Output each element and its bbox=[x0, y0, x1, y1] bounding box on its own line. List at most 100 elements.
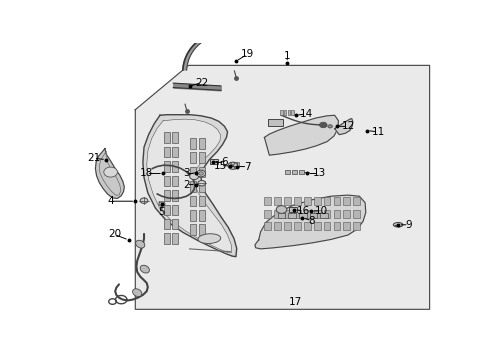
Bar bbox=[233, 162, 235, 167]
Bar bbox=[304, 210, 311, 218]
Text: 5: 5 bbox=[159, 207, 165, 217]
Bar bbox=[164, 176, 170, 186]
Bar bbox=[288, 110, 290, 115]
Bar bbox=[199, 152, 205, 163]
Polygon shape bbox=[335, 118, 353, 135]
Ellipse shape bbox=[393, 222, 403, 227]
Bar bbox=[210, 159, 218, 164]
Bar bbox=[294, 210, 301, 218]
Bar bbox=[265, 222, 271, 230]
Bar bbox=[288, 213, 296, 218]
Bar bbox=[353, 222, 360, 230]
Text: 2: 2 bbox=[183, 180, 190, 190]
Text: 19: 19 bbox=[241, 49, 254, 59]
Circle shape bbox=[199, 172, 203, 175]
Bar bbox=[199, 195, 205, 206]
Bar bbox=[172, 132, 178, 143]
Circle shape bbox=[196, 170, 206, 177]
Bar bbox=[304, 222, 311, 230]
Text: 18: 18 bbox=[140, 168, 153, 179]
Bar bbox=[172, 147, 178, 157]
Bar bbox=[343, 222, 350, 230]
Bar bbox=[199, 225, 205, 235]
Bar bbox=[164, 147, 170, 157]
Bar bbox=[172, 219, 178, 229]
Text: 16: 16 bbox=[297, 206, 310, 216]
Bar bbox=[172, 190, 178, 201]
Text: 20: 20 bbox=[108, 229, 121, 239]
Bar bbox=[235, 162, 237, 167]
Bar bbox=[172, 176, 178, 186]
Bar bbox=[299, 213, 307, 218]
Bar bbox=[353, 197, 360, 205]
Text: 11: 11 bbox=[372, 127, 385, 137]
Bar bbox=[285, 170, 290, 174]
Bar bbox=[265, 197, 271, 205]
Bar bbox=[274, 222, 281, 230]
Bar bbox=[164, 161, 170, 172]
Text: 22: 22 bbox=[195, 77, 208, 87]
Polygon shape bbox=[147, 119, 231, 253]
Bar bbox=[289, 207, 297, 212]
Polygon shape bbox=[135, 66, 430, 309]
Bar bbox=[280, 110, 283, 115]
Bar bbox=[320, 213, 328, 218]
Circle shape bbox=[276, 206, 287, 213]
Bar bbox=[314, 222, 320, 230]
Text: 14: 14 bbox=[299, 109, 313, 119]
Text: 13: 13 bbox=[313, 168, 326, 179]
Bar bbox=[172, 204, 178, 215]
Bar bbox=[172, 161, 178, 172]
Polygon shape bbox=[96, 149, 124, 198]
Bar bbox=[324, 197, 330, 205]
Bar bbox=[284, 222, 291, 230]
Circle shape bbox=[140, 198, 148, 203]
Bar bbox=[343, 210, 350, 218]
Circle shape bbox=[159, 202, 165, 206]
Bar bbox=[334, 197, 341, 205]
Circle shape bbox=[228, 162, 238, 169]
Ellipse shape bbox=[133, 289, 142, 297]
Bar bbox=[199, 167, 205, 177]
Bar bbox=[299, 170, 303, 174]
Polygon shape bbox=[183, 33, 219, 70]
Bar bbox=[343, 197, 350, 205]
Bar bbox=[164, 219, 170, 229]
Bar bbox=[274, 197, 281, 205]
Bar bbox=[310, 213, 317, 218]
Bar bbox=[292, 110, 294, 115]
Bar bbox=[164, 190, 170, 201]
Text: 6: 6 bbox=[221, 157, 228, 167]
Polygon shape bbox=[143, 115, 237, 257]
Bar bbox=[304, 197, 311, 205]
Bar bbox=[190, 225, 196, 235]
Bar bbox=[353, 210, 360, 218]
Text: 1: 1 bbox=[284, 51, 291, 61]
Text: 4: 4 bbox=[107, 196, 114, 206]
Bar bbox=[274, 210, 281, 218]
Text: 7: 7 bbox=[244, 162, 251, 172]
Bar bbox=[278, 213, 285, 218]
Bar bbox=[294, 197, 301, 205]
Bar bbox=[284, 197, 291, 205]
Circle shape bbox=[198, 180, 206, 186]
Bar bbox=[314, 197, 320, 205]
Bar bbox=[190, 152, 196, 163]
Bar bbox=[190, 181, 196, 192]
Polygon shape bbox=[265, 115, 339, 155]
Circle shape bbox=[104, 167, 118, 177]
Bar bbox=[190, 138, 196, 149]
Text: 10: 10 bbox=[315, 206, 328, 216]
Circle shape bbox=[190, 173, 199, 180]
Bar bbox=[324, 210, 330, 218]
Text: 17: 17 bbox=[289, 297, 302, 307]
Text: 8: 8 bbox=[309, 216, 315, 226]
Text: 9: 9 bbox=[405, 220, 412, 230]
Bar bbox=[190, 210, 196, 221]
Bar bbox=[199, 210, 205, 221]
Bar bbox=[164, 204, 170, 215]
Bar bbox=[199, 181, 205, 192]
Ellipse shape bbox=[136, 240, 145, 248]
Bar bbox=[284, 210, 291, 218]
Bar bbox=[164, 132, 170, 143]
